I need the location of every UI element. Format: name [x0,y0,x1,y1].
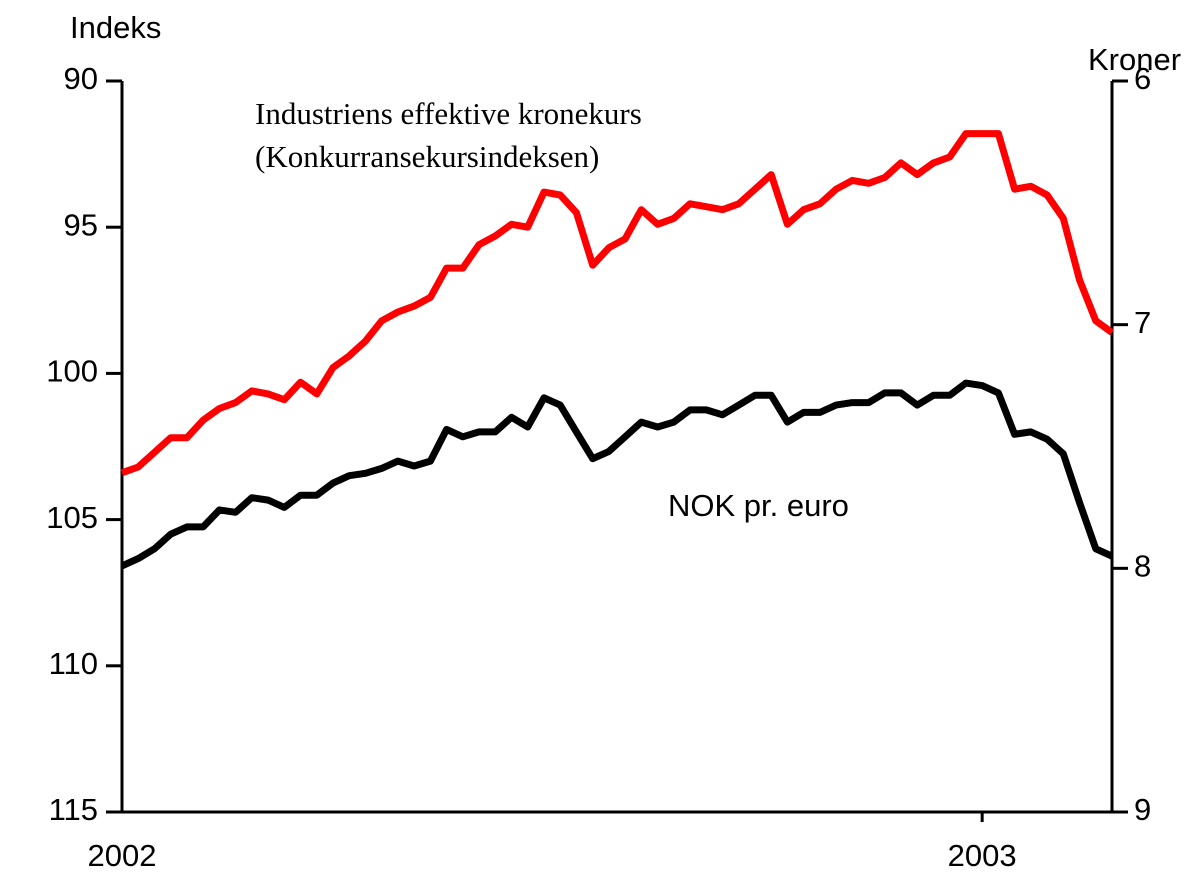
line-series [120,379,1114,570]
y2-tick-label: 8 [1134,549,1151,584]
y2-tick-label: 7 [1134,305,1151,340]
y-tick-label: 90 [64,61,98,96]
y-tick-label: 105 [46,500,98,535]
y2-tick-label: 9 [1134,792,1151,827]
y-tick-label: 100 [46,354,98,389]
line-series [120,130,1115,477]
annotation: (Konkurransekursindeksen) [255,139,599,174]
y-tick-label: 115 [49,792,98,827]
x-tick-label: 2002 [88,838,157,873]
y2-tick-label: 6 [1134,61,1151,96]
x-tick-label: 2003 [948,838,1017,873]
y-tick-label: 110 [49,646,98,681]
annotation: NOK pr. euro [668,488,849,523]
y-tick-label: 95 [64,207,98,242]
y2-axis-label: Kroner [1088,42,1181,77]
y-axis-label: Indeks [70,10,161,45]
annotation: Industriens effektive kronekurs [255,96,642,131]
